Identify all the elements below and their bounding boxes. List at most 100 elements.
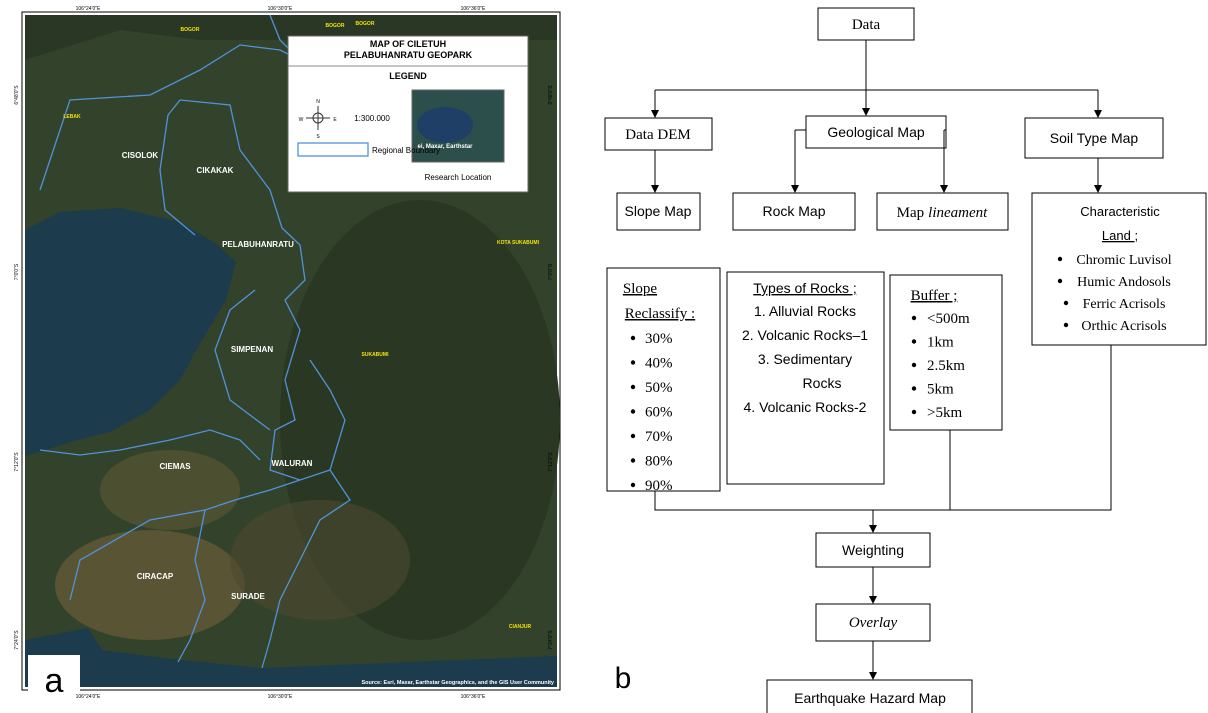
- arrow-head: [651, 110, 659, 118]
- bullet: [912, 316, 916, 320]
- x-coord-label: 106°24'0"E: [76, 6, 101, 12]
- map-source: Source: Esri, Maxar, Earthstar Geographi…: [361, 680, 554, 686]
- bullet: [631, 434, 635, 438]
- list-item: 1. Alluvial Rocks: [754, 303, 856, 319]
- place-label: CIANJUR: [509, 624, 532, 630]
- panel-label: a: [45, 662, 64, 700]
- node-label: Data DEM: [625, 127, 690, 143]
- node-title: Types of Rocks ;: [753, 280, 856, 296]
- arrow-head: [862, 108, 870, 116]
- region-label: SURADE: [231, 592, 265, 601]
- node-title: Characteristic: [1080, 204, 1160, 219]
- y-coord-label: 7°12'0"S: [14, 452, 20, 472]
- place-label: LEBAK: [63, 114, 81, 120]
- region-label: SIMPENAN: [231, 345, 273, 354]
- place-label: BOGOR: [356, 21, 375, 27]
- node-title: Slope: [623, 281, 658, 297]
- list-item: 4. Volcanic Rocks-2: [744, 399, 867, 415]
- list-item: 40%: [645, 356, 673, 372]
- place-label: BOGOR: [181, 27, 200, 33]
- place-label: SUKABUMI: [362, 352, 390, 358]
- y-coord-label: 6°48'0"S: [548, 85, 554, 105]
- bullet: [631, 360, 635, 364]
- node-title: Land ;: [1102, 228, 1138, 243]
- y-coord-label: 6°48'0"S: [14, 85, 20, 105]
- inset-caption: Research Location: [425, 173, 492, 182]
- arrow-head: [869, 672, 877, 680]
- panel-label: b: [615, 662, 632, 695]
- list-item: Ferric Acrisols: [1083, 297, 1166, 312]
- list-item: 50%: [645, 380, 673, 396]
- bullet: [1058, 257, 1062, 261]
- bullet: [631, 336, 635, 340]
- x-coord-label: 106°30'0"E: [268, 694, 293, 700]
- list-item: 2. Volcanic Rocks–1: [742, 327, 868, 343]
- node-label: Rock Map: [762, 203, 825, 219]
- arrow-head: [1094, 110, 1102, 118]
- bullet: [1058, 279, 1062, 283]
- list-item: 3. Sedimentary: [758, 351, 852, 367]
- node-title: Buffer ;: [911, 288, 958, 304]
- arrow-head: [1094, 185, 1102, 193]
- map-farmland: [230, 500, 410, 620]
- bullet: [631, 385, 635, 389]
- arrow-head: [791, 185, 799, 193]
- node-label-part: Map: [897, 205, 925, 221]
- bullet: [912, 386, 916, 390]
- region-label: CIRACAP: [137, 572, 174, 581]
- bullet: [1064, 323, 1068, 327]
- map-title: PELABUHANRATU GEOPARK: [344, 50, 473, 60]
- list-item: Chromic Luvisol: [1076, 253, 1171, 268]
- place-label: BOGOR: [326, 23, 345, 29]
- compass-letter: N: [316, 99, 320, 105]
- region-label: CISOLOK: [122, 151, 159, 160]
- bullet: [912, 410, 916, 414]
- figure: 106°24'0"E 106°24'0"E 106°30'0"E 106°30'0"E…: [0, 0, 1208, 713]
- list-item: <500m: [927, 311, 970, 327]
- node-label-part: lineament: [928, 205, 988, 221]
- scale-label: 1:300.000: [354, 114, 390, 123]
- list-item: >5km: [927, 405, 962, 421]
- legend-title: LEGEND: [389, 71, 427, 81]
- map-farmland: [55, 530, 245, 640]
- x-coord-label: 106°24'0"E: [76, 694, 101, 700]
- bullet: [912, 363, 916, 367]
- node-label: Geological Map: [827, 124, 924, 140]
- list-item: 1km: [927, 335, 954, 351]
- node-label: Data: [852, 17, 881, 33]
- list-item: 90%: [645, 478, 673, 494]
- map-panel: 106°24'0"E 106°24'0"E 106°30'0"E 106°30'0"E…: [14, 6, 560, 705]
- y-coord-label: 7°24'0"S: [548, 630, 554, 650]
- flowchart: Data Data DEM Geological Map Soil Type Map S…: [605, 8, 1206, 713]
- x-coord-label: 106°36'0"E: [461, 6, 486, 12]
- list-item: 2.5km: [927, 358, 965, 374]
- y-coord-label: 7°0'0"S: [548, 263, 554, 280]
- node-label: Weighting: [842, 542, 904, 558]
- list-item: 80%: [645, 454, 673, 470]
- node-title: Reclassify :: [625, 306, 695, 322]
- region-label: WALURAN: [272, 459, 313, 468]
- bullet: [912, 339, 916, 343]
- y-coord-label: 7°0'0"S: [14, 263, 20, 280]
- node-label: Earthquake Hazard Map: [794, 690, 946, 706]
- x-coord-label: 106°36'0"E: [461, 694, 486, 700]
- bullet: [631, 483, 635, 487]
- arrow-head: [869, 525, 877, 533]
- compass-letter: W: [299, 117, 304, 123]
- inset-sea: [417, 107, 473, 143]
- node-label: Overlay: [849, 615, 898, 631]
- list-item: Humic Andosols: [1077, 275, 1171, 290]
- arrow-head: [651, 185, 659, 193]
- list-item: 5km: [927, 382, 954, 398]
- node-label: Soil Type Map: [1050, 130, 1139, 146]
- list-item: Orthic Acrisols: [1081, 319, 1166, 334]
- list-item: 70%: [645, 429, 673, 445]
- place-label: KOTA SUKABUMI: [497, 240, 540, 246]
- node-label: Slope Map: [625, 203, 692, 219]
- inset-text: ei, Maxar, Earthstar: [417, 144, 473, 150]
- arrow-head: [869, 596, 877, 604]
- x-coord-label: 106°30'0"E: [268, 6, 293, 12]
- list-item: 60%: [645, 405, 673, 421]
- arrow-head: [940, 185, 948, 193]
